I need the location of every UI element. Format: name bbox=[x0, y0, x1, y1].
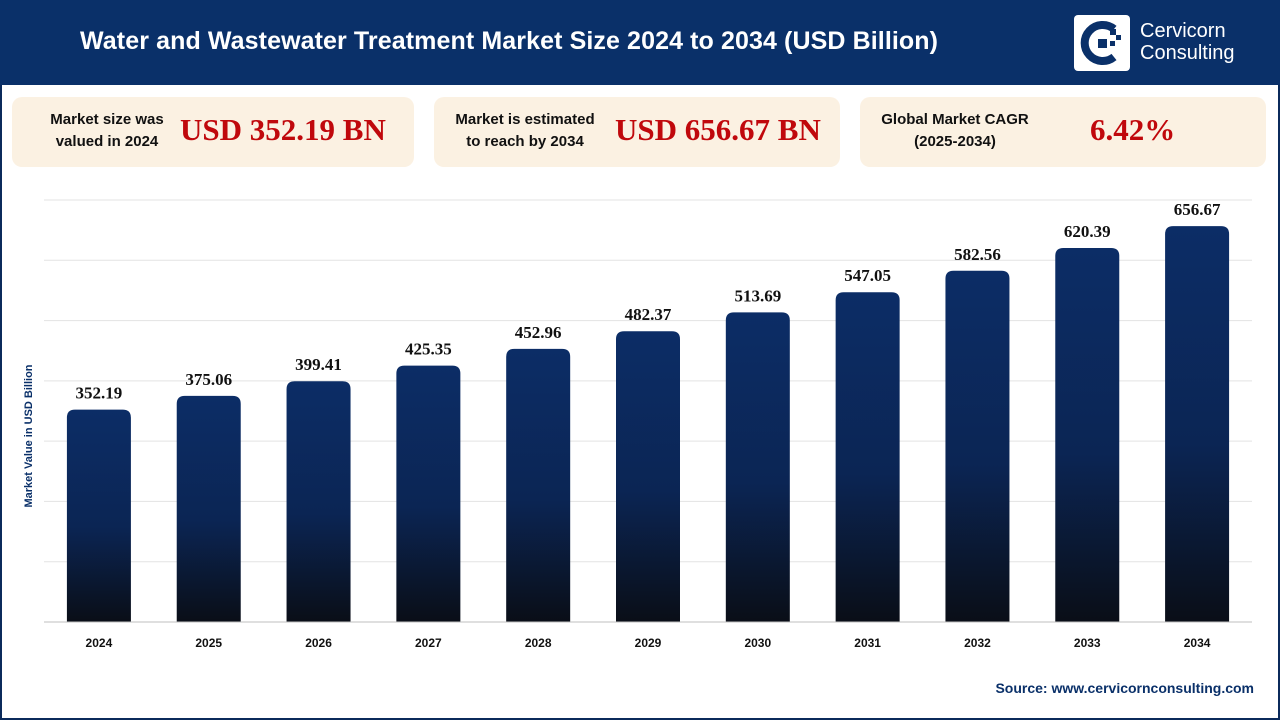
x-tick-label-2025: 2025 bbox=[195, 636, 222, 650]
bar-2031 bbox=[835, 292, 900, 622]
card-value: 6.42% bbox=[1090, 112, 1176, 147]
card-global-cagr: Global Market CAGR (2025-2034) 6.42% bbox=[860, 97, 1266, 167]
bar-2024 bbox=[66, 409, 131, 622]
x-tick-label-2028: 2028 bbox=[525, 636, 552, 650]
card-market-estimate-2034: Market is estimated to reach by 2034 USD… bbox=[434, 97, 840, 167]
card-label: Market size was valued in 2024 bbox=[32, 109, 182, 153]
bar-2026 bbox=[286, 381, 351, 622]
y-axis-label: Market Value in USD Billion bbox=[23, 364, 35, 507]
value-label-2028: 452.96 bbox=[515, 323, 562, 342]
x-tick-label-2033: 2033 bbox=[1074, 636, 1101, 650]
value-label-2029: 482.37 bbox=[625, 305, 672, 324]
header-banner: Water and Wastewater Treatment Market Si… bbox=[0, 0, 1280, 85]
x-tick-label-2034: 2034 bbox=[1184, 636, 1211, 650]
card-label: Global Market CAGR (2025-2034) bbox=[870, 109, 1040, 153]
x-tick-label-2030: 2030 bbox=[744, 636, 771, 650]
card-label-line-2: valued in 2024 bbox=[55, 133, 159, 150]
value-label-2026: 399.41 bbox=[295, 355, 342, 374]
card-label-line-1: Global Market CAGR bbox=[881, 111, 1029, 128]
value-label-2025: 375.06 bbox=[185, 370, 232, 389]
value-label-2031: 547.05 bbox=[844, 266, 891, 285]
value-label-2024: 352.19 bbox=[76, 384, 123, 403]
x-tick-label-2027: 2027 bbox=[415, 636, 442, 650]
x-tick-label-2029: 2029 bbox=[635, 636, 662, 650]
x-tick-label-2024: 2024 bbox=[86, 636, 113, 650]
bar-2034 bbox=[1165, 226, 1230, 622]
page-title: Water and Wastewater Treatment Market Si… bbox=[80, 27, 939, 55]
bar-2028 bbox=[506, 348, 571, 622]
card-value: USD 352.19 BN bbox=[180, 112, 386, 147]
bar-2029 bbox=[616, 331, 680, 622]
value-label-2032: 582.56 bbox=[954, 245, 1001, 264]
bar-2030 bbox=[725, 312, 790, 622]
card-market-size-2024: Market size was valued in 2024 USD 352.1… bbox=[12, 97, 414, 167]
card-label-line-2: (2025-2034) bbox=[914, 133, 996, 150]
bar-2033 bbox=[1055, 247, 1120, 622]
bar-2027 bbox=[396, 365, 461, 622]
bar-2025 bbox=[176, 395, 241, 622]
logo-line-2: Consulting bbox=[1140, 42, 1235, 64]
source-text: Source: www.cervicornconsulting.com bbox=[995, 680, 1254, 696]
logo-line-1: Cervicorn bbox=[1140, 20, 1226, 42]
card-value: USD 656.67 BN bbox=[615, 112, 821, 147]
card-label: Market is estimated to reach by 2034 bbox=[442, 109, 608, 153]
value-labels: 352.19 375.06 399.41 425.35 452.96 482.37 513.… bbox=[76, 200, 1221, 403]
value-label-2027: 425.35 bbox=[405, 340, 452, 359]
cervicorn-logo-icon bbox=[1074, 15, 1130, 71]
x-tick-labels: 2024 2025 2026 2027 2028 2029 2030 2031 2032 2033… bbox=[86, 636, 1211, 650]
gridlines bbox=[44, 199, 1252, 563]
card-label-line-1: Market size was bbox=[50, 111, 164, 128]
card-label-line-2: to reach by 2034 bbox=[466, 133, 584, 150]
card-label-line-1: Market is estimated bbox=[455, 111, 595, 128]
value-label-2034: 656.67 bbox=[1174, 200, 1221, 219]
x-tick-label-2026: 2026 bbox=[305, 636, 332, 650]
x-tick-label-2032: 2032 bbox=[964, 636, 991, 650]
bar-2032 bbox=[945, 270, 1010, 622]
value-label-2033: 620.39 bbox=[1064, 222, 1111, 241]
x-tick-label-2031: 2031 bbox=[854, 636, 881, 650]
bar-chart: Market Value in USD Billion 352.19 375.06… bbox=[23, 199, 1252, 650]
logo-wordmark: Cervicorn Consulting bbox=[1140, 20, 1235, 64]
value-label-2030: 513.69 bbox=[734, 286, 781, 305]
bars bbox=[66, 226, 1230, 622]
